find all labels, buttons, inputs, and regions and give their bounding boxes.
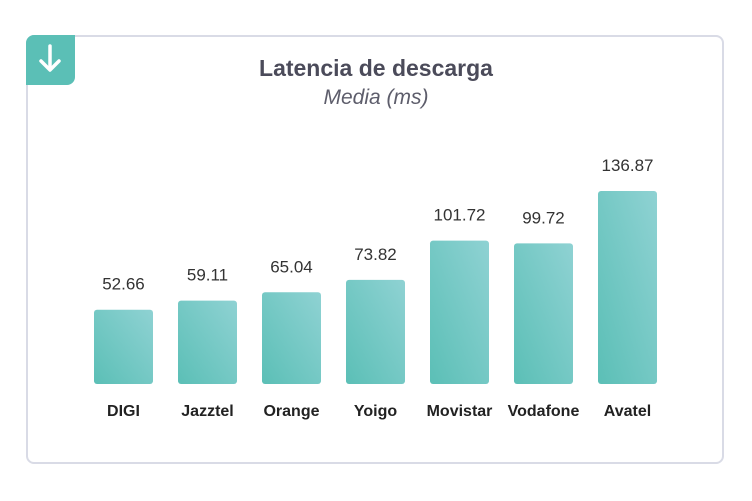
category-label: DIGI: [107, 403, 140, 420]
bar-avatel: [598, 191, 657, 384]
bar-digi: [94, 309, 153, 384]
bar-movistar: [430, 240, 489, 384]
download-badge: [26, 35, 75, 85]
category-label: Movistar: [427, 403, 493, 420]
chart-title: Latencia de descarga: [259, 55, 493, 81]
category-label: Jazztel: [181, 403, 233, 420]
bar-orange: [262, 292, 321, 384]
value-label: 59.11: [187, 266, 228, 285]
bar-vodafone: [514, 243, 573, 384]
value-label: 136.87: [602, 156, 654, 175]
category-label: Vodafone: [508, 403, 580, 420]
value-label: 99.72: [522, 208, 565, 227]
bar-yoigo: [346, 279, 405, 384]
value-label: 101.72: [434, 206, 486, 225]
arrow-down-icon: [39, 44, 61, 72]
value-label: 52.66: [102, 275, 145, 294]
category-label: Avatel: [604, 403, 651, 420]
chart-subtitle: Media (ms): [323, 86, 429, 109]
value-label: 65.04: [270, 257, 313, 276]
category-label: Yoigo: [354, 403, 397, 420]
value-label: 73.82: [354, 245, 397, 264]
category-label: Orange: [263, 403, 319, 420]
bar-jazztel: [178, 300, 237, 384]
